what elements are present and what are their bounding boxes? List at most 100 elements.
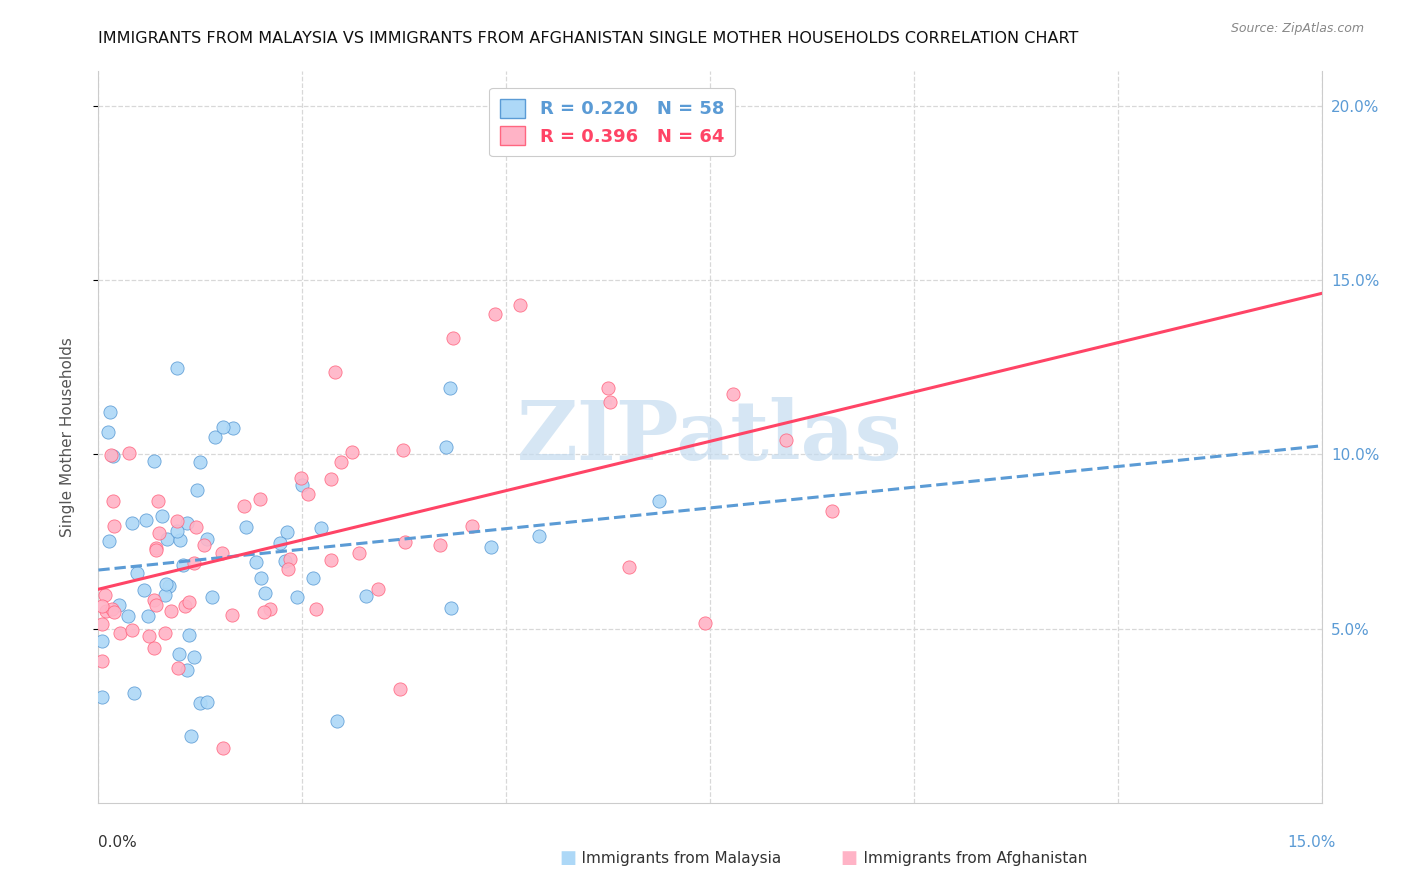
Legend: R = 0.220   N = 58, R = 0.396   N = 64: R = 0.220 N = 58, R = 0.396 N = 64 [489,87,735,156]
Point [249,492,271,507]
Point [94,604,117,618]
Point [166,524,188,538]
Text: ■: ■ [841,848,858,866]
Text: ZIPatlas: ZIPatlas [517,397,903,477]
Point [177,628,200,642]
Point [212,419,235,434]
Point [211,545,233,559]
Point [91,634,114,648]
Point [441,331,464,345]
Point [146,494,169,508]
Point [309,521,332,535]
Point [134,582,156,597]
Point [167,660,190,674]
Point [122,685,145,699]
Point [97,425,120,439]
Point [274,554,297,568]
Point [98,534,121,549]
Point [212,740,235,755]
Point [389,681,412,696]
Point [91,599,114,613]
Point [254,586,277,600]
Point [440,600,463,615]
Point [647,494,669,508]
Text: 0.0%: 0.0% [98,836,138,850]
Point [201,591,224,605]
Point [180,729,202,743]
Point [177,595,200,609]
Point [596,381,619,395]
Point [193,538,215,552]
Point [394,535,416,549]
Point [94,589,117,603]
Point [278,551,301,566]
Point [195,695,218,709]
Point [136,608,159,623]
Point [342,444,364,458]
Point [176,663,198,677]
Point [150,508,173,523]
Point [527,529,550,543]
Point [429,538,451,552]
Point [221,607,243,622]
Text: Source: ZipAtlas.com: Source: ZipAtlas.com [1230,22,1364,36]
Point [479,540,502,554]
Point [98,405,121,419]
Text: 15.0%: 15.0% [1288,836,1336,850]
Point [367,582,389,596]
Point [145,541,167,555]
Point [91,654,114,668]
Point [329,455,352,469]
Point [277,562,299,576]
Point [103,605,125,619]
Point [323,365,346,379]
Point [285,590,308,604]
Point [305,602,328,616]
Point [183,650,205,665]
Point [155,577,177,591]
Point [91,617,114,632]
Point [245,555,267,569]
Point [723,387,745,401]
Point [319,553,342,567]
Point [145,542,167,557]
Point [101,602,124,616]
Point [142,592,165,607]
Point [118,446,141,460]
Point [186,483,208,497]
Point [142,641,165,656]
Point [145,598,167,612]
Point [249,571,271,585]
Point [290,471,312,485]
Point [91,690,114,704]
Point [153,626,176,640]
Point [232,499,254,513]
Point [117,608,139,623]
Point [108,598,131,612]
Point [349,546,371,560]
Point [184,519,207,533]
Point [434,441,457,455]
Point [148,526,170,541]
Point [172,558,194,572]
Point [142,453,165,467]
Point [138,629,160,643]
Point [302,571,325,585]
Point [509,298,531,312]
Point [319,472,342,486]
Point [169,533,191,548]
Point [259,602,281,616]
Point [204,429,226,443]
Point [439,381,461,395]
Point [183,557,205,571]
Point [108,625,131,640]
Text: ■: ■ [560,848,576,866]
Text: IMMIGRANTS FROM MALAYSIA VS IMMIGRANTS FROM AFGHANISTAN SINGLE MOTHER HOUSEHOLDS: IMMIGRANTS FROM MALAYSIA VS IMMIGRANTS F… [98,31,1078,46]
Point [222,421,245,435]
Point [121,516,143,531]
Point [354,589,377,603]
Text: Immigrants from Afghanistan: Immigrants from Afghanistan [844,851,1087,865]
Point [166,361,188,376]
Point [156,532,179,546]
Point [121,623,143,637]
